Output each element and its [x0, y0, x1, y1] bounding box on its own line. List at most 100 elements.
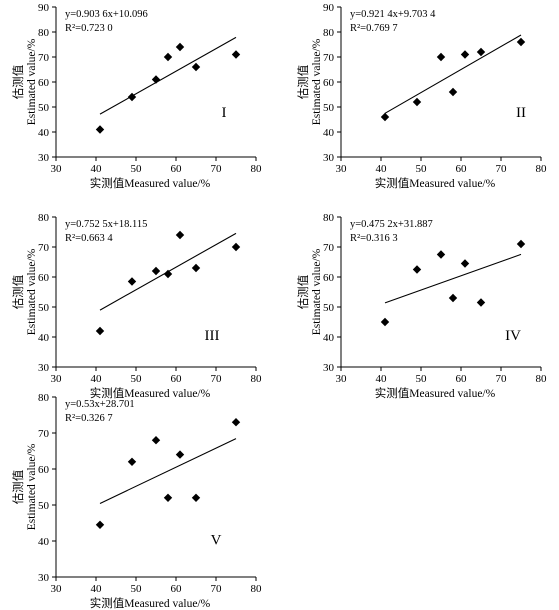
- data-point: [436, 52, 446, 62]
- y-tick-label: 40: [38, 332, 50, 344]
- r-squared-label: R²=0.316 3: [350, 233, 398, 244]
- x-tick-label: 50: [131, 373, 143, 385]
- y-axis-label-cn: 估测值: [12, 274, 25, 309]
- y-tick-label: 50: [323, 102, 335, 114]
- y-axis-label-en: Estimated value/%: [26, 443, 38, 530]
- y-tick-label: 90: [323, 2, 335, 14]
- data-point: [163, 269, 173, 279]
- r-squared-label: R²=0.326 7: [65, 413, 113, 424]
- x-tick-label: 30: [336, 163, 348, 175]
- y-tick-label: 30: [38, 572, 50, 584]
- data-point: [516, 239, 526, 249]
- data-point: [412, 97, 422, 107]
- y-axis-label-en: Estimated value/%: [26, 38, 38, 125]
- x-tick-label: 30: [51, 373, 63, 385]
- chart-panel-4: 30 40 50 60 70 80 30 40 50 60 70 80 实测值Measured valu…: [297, 212, 547, 400]
- x-tick-label: 80: [251, 163, 263, 175]
- chart-panel-1: 30 40 50 60 70 80 30 40 50 60 70 80 90 实测值Measured va…: [12, 2, 262, 190]
- data-point: [95, 326, 105, 336]
- data-point: [412, 265, 422, 274]
- x-tick-label: 80: [251, 373, 263, 385]
- y-tick-label: 70: [38, 242, 50, 254]
- data-point: [231, 242, 241, 252]
- chart-panel-5: 30 40 50 60 70 80 30 40 50 60 70 80 实测值Measured valu…: [12, 392, 262, 610]
- data-point: [476, 298, 486, 307]
- y-tick-label: 40: [323, 332, 335, 344]
- x-tick-label: 30: [336, 373, 348, 385]
- x-tick-label: 40: [91, 583, 103, 595]
- x-tick-label: 60: [171, 373, 183, 385]
- x-tick-label: 80: [536, 373, 548, 385]
- panel-label: IV: [505, 328, 521, 344]
- y-tick-label: 80: [38, 27, 50, 39]
- x-tick-label: 80: [536, 163, 548, 175]
- y-tick-label: 80: [323, 212, 335, 224]
- y-tick-label: 70: [38, 52, 50, 64]
- y-tick-label: 30: [38, 152, 50, 164]
- x-tick-label: 70: [211, 163, 223, 175]
- x-tick-label: 60: [171, 583, 183, 595]
- trend-line: [384, 253, 522, 304]
- data-point: [127, 277, 137, 286]
- data-point: [127, 92, 137, 102]
- x-tick-label: 40: [376, 163, 388, 175]
- y-tick-label: 60: [323, 272, 335, 284]
- data-point: [163, 52, 173, 62]
- x-tick-label: 60: [456, 163, 468, 175]
- x-axis-label: 实测值Measured value/%: [90, 176, 211, 190]
- data-point: [231, 50, 241, 59]
- x-axis-label: 实测值Measured value/%: [90, 386, 211, 400]
- data-point: [476, 47, 486, 57]
- x-tick-label: 70: [211, 373, 223, 385]
- data-point: [448, 87, 458, 97]
- x-axis-label: 实测值Measured value/%: [375, 176, 496, 190]
- y-tick-label: 70: [323, 242, 335, 254]
- y-tick-label: 40: [38, 536, 50, 548]
- y-tick-label: 40: [38, 127, 50, 139]
- y-tick-label: 30: [323, 152, 335, 164]
- regression-equation: y=0.921 4x+9.703 4: [350, 9, 436, 20]
- y-axis-label-cn: 估测值: [297, 64, 310, 99]
- y-axis-label-en: Estimated value/%: [311, 248, 323, 335]
- x-tick-label: 50: [131, 583, 143, 595]
- data-point: [127, 457, 137, 466]
- x-tick-label: 60: [456, 373, 468, 385]
- data-point: [151, 266, 161, 276]
- x-tick-label: 50: [416, 163, 428, 175]
- x-tick-label: 70: [496, 373, 508, 385]
- x-tick-label: 70: [211, 583, 223, 595]
- chart-panel-3: 30 40 50 60 70 80 30 40 50 60 70 80 实测值Measured valu…: [12, 212, 262, 400]
- y-tick-label: 50: [38, 302, 50, 314]
- panel-label: V: [211, 533, 222, 549]
- data-point: [460, 259, 470, 268]
- y-tick-label: 50: [38, 102, 50, 114]
- y-tick-label: 60: [38, 77, 50, 89]
- r-squared-label: R²=0.723 0: [65, 23, 113, 34]
- data-point: [175, 42, 185, 52]
- x-tick-label: 30: [51, 583, 63, 595]
- trend-line: [99, 36, 237, 115]
- y-tick-label: 40: [323, 127, 335, 139]
- trend-line: [99, 438, 237, 504]
- y-tick-label: 70: [323, 52, 335, 64]
- x-tick-label: 50: [131, 163, 143, 175]
- y-axis-label-en: Estimated value/%: [311, 38, 323, 125]
- x-axis-label: 实测值Measured value/%: [90, 596, 211, 610]
- y-tick-label: 80: [323, 27, 335, 39]
- x-tick-label: 80: [251, 583, 263, 595]
- panel-label: II: [516, 105, 526, 121]
- regression-equation: y=0.752 5x+18.115: [65, 219, 147, 230]
- x-tick-label: 60: [171, 163, 183, 175]
- r-squared-label: R²=0.663 4: [65, 233, 113, 244]
- y-axis-label-cn: 估测值: [12, 469, 25, 504]
- data-point: [175, 450, 185, 459]
- data-point: [448, 293, 458, 303]
- y-axis-label-en: Estimated value/%: [26, 248, 38, 335]
- y-tick-label: 80: [38, 212, 50, 224]
- x-tick-label: 40: [376, 373, 388, 385]
- data-point: [151, 75, 161, 84]
- y-tick-label: 30: [323, 362, 335, 374]
- y-tick-label: 50: [323, 302, 335, 314]
- y-tick-label: 60: [323, 77, 335, 89]
